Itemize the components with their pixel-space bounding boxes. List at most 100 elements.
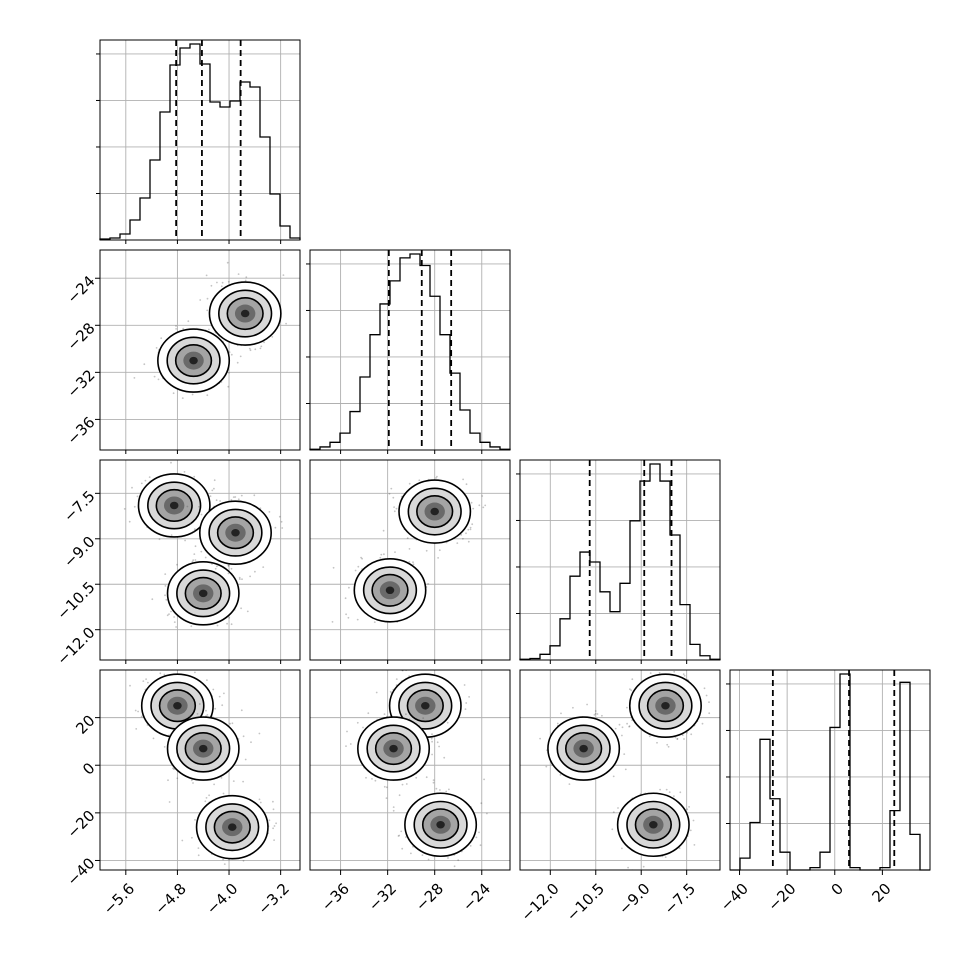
density-fill [385,586,395,595]
sample-point [649,672,652,674]
sample-point [462,537,464,540]
sample-point [168,734,171,737]
density-contour [166,336,221,385]
sample-point [245,276,248,279]
sample-point [227,572,230,575]
sample-point [438,745,440,748]
sample-point [472,507,475,510]
x-tick-label: −9.0 [615,880,653,918]
density-fill [198,589,208,598]
sample-point [133,377,136,379]
sample-point [193,528,196,530]
sample-point [465,532,467,535]
sample-point [431,733,433,736]
density-fill [169,501,179,510]
sample-point [168,801,171,803]
sample-point [164,585,167,587]
sample-point [435,477,437,479]
sample-point [198,703,201,705]
sample-point [175,626,178,628]
sample-point [469,526,472,529]
sample-point [200,513,203,516]
histogram-panel-2 [516,459,721,661]
sample-point [383,553,385,556]
sample-point [136,495,139,498]
sample-point [656,741,658,744]
sample-point [448,788,450,791]
sample-point [281,527,284,529]
sample-point [556,722,559,725]
sample-point [612,775,615,778]
sample-point [349,743,352,745]
sample-point [674,736,677,739]
sample-point [222,792,225,795]
sample-point [559,774,562,776]
sample-point [254,348,257,351]
sample-point [190,625,193,628]
y-tick-label: −28 [63,319,98,354]
density-fill [436,821,445,829]
sample-point [165,598,168,601]
sample-point [168,613,170,615]
panel-inner [331,475,487,623]
sample-point [392,806,395,808]
sample-point [230,499,233,501]
density-contour [208,508,263,557]
sample-point [385,786,388,789]
sample-point [220,285,223,288]
sample-point [686,808,689,811]
sample-point [393,506,395,508]
sample-point [678,847,681,850]
sample-point [214,567,217,570]
density-contour [404,792,478,858]
panel-frame [309,249,511,451]
sample-point [568,783,571,785]
y-tick-label: −24 [63,272,98,307]
panel-frame [519,669,721,871]
sample-point [230,567,233,570]
sample-point [170,461,172,464]
sample-point [401,847,404,850]
sample-point [545,765,548,768]
density-contour [371,573,409,607]
sample-point [176,563,178,566]
density-fill [421,701,430,710]
density-contour [158,689,197,723]
sample-point [172,767,174,770]
sample-point [228,351,231,353]
sample-point [209,495,212,497]
sample-point [405,713,407,716]
sample-point [200,550,203,553]
sample-point [356,618,359,621]
sample-point [214,707,217,710]
panel-inner [129,670,277,865]
sample-point [164,444,166,446]
sample-point [219,500,222,502]
sample-point [439,789,441,791]
sample-point [453,865,456,868]
sample-point [383,713,386,715]
sample-point [192,559,195,562]
sample-point [447,857,449,859]
sample-point [703,687,706,690]
sample-point [430,664,432,666]
sample-point [374,779,377,782]
sample-point [206,309,209,312]
sample-point [260,345,263,348]
sample-point [206,394,209,397]
density-contour [137,473,211,538]
sample-point [357,565,360,568]
x-tick-label: −7.5 [661,880,699,918]
sample-point [181,839,184,842]
sample-point [572,706,574,709]
sample-point [249,349,252,352]
sample-point [425,549,428,552]
sample-point [596,713,599,715]
sample-point [198,505,201,508]
sample-point [347,616,350,619]
sample-point [213,487,215,490]
sample-point [371,778,373,780]
sample-point [215,499,218,502]
sample-point [367,712,370,715]
sample-point [145,678,148,680]
